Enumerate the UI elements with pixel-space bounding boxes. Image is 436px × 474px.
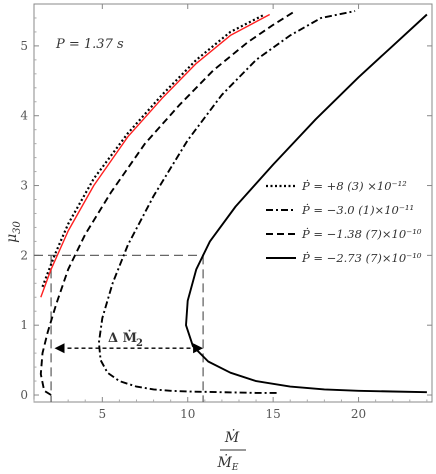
y-axis-label: μ30 xyxy=(4,220,23,242)
series-line-3 xyxy=(39,10,296,396)
x-axis-label-numerator: Ṁ xyxy=(224,428,240,446)
series-line-2 xyxy=(97,10,356,394)
delta-arrowhead-right xyxy=(193,343,204,354)
plot-frame xyxy=(33,3,433,403)
x-tick-label: 5 xyxy=(99,407,107,421)
ticks: 5 10 15 20 0 1 2 3 4 5 xyxy=(20,4,432,421)
series-lines xyxy=(39,10,428,396)
series-line-1 xyxy=(40,13,271,298)
series-line-0 xyxy=(41,13,266,288)
series-line-4 xyxy=(185,13,428,394)
delta-annotation-sub: 2 xyxy=(136,338,143,349)
guides xyxy=(34,254,204,402)
annotations: P = 1.37 s Δ Ṁ 2 xyxy=(55,37,143,349)
y-tick-label: 3 xyxy=(20,179,28,193)
legend-label-0: Ṗ = +8 (3) ×10⁻¹² xyxy=(301,179,407,193)
delta-arrowhead-left xyxy=(54,343,65,354)
x-tick-label: 10 xyxy=(180,407,195,421)
y-tick-label: 2 xyxy=(20,248,28,262)
y-tick-label: 1 xyxy=(20,318,28,332)
legend-label-3: Ṗ = −1.38 (7)×10⁻¹⁰ xyxy=(301,227,422,241)
legend: Ṗ = +8 (3) ×10⁻¹² Ṗ = −3.0 (1)×10⁻¹¹ Ṗ = −… xyxy=(266,179,422,265)
y-tick-label: 0 xyxy=(20,388,28,402)
x-tick-label: 20 xyxy=(351,407,366,421)
y-tick-label: 4 xyxy=(20,109,28,123)
period-annotation: P = 1.37 s xyxy=(55,37,124,52)
legend-label-2: Ṗ = −3.0 (1)×10⁻¹¹ xyxy=(301,203,414,217)
delta-annotation: Δ Ṁ xyxy=(108,330,137,346)
legend-label-4: Ṗ = −2.73 (7)×10⁻¹⁰ xyxy=(301,251,422,265)
x-axis-label-denominator: ṀE xyxy=(217,453,239,473)
x-tick-label: 15 xyxy=(266,407,281,421)
axis-labels: μ30 Ṁ ṀE xyxy=(4,220,246,473)
axes xyxy=(33,3,433,403)
y-tick-label: 5 xyxy=(20,39,28,53)
